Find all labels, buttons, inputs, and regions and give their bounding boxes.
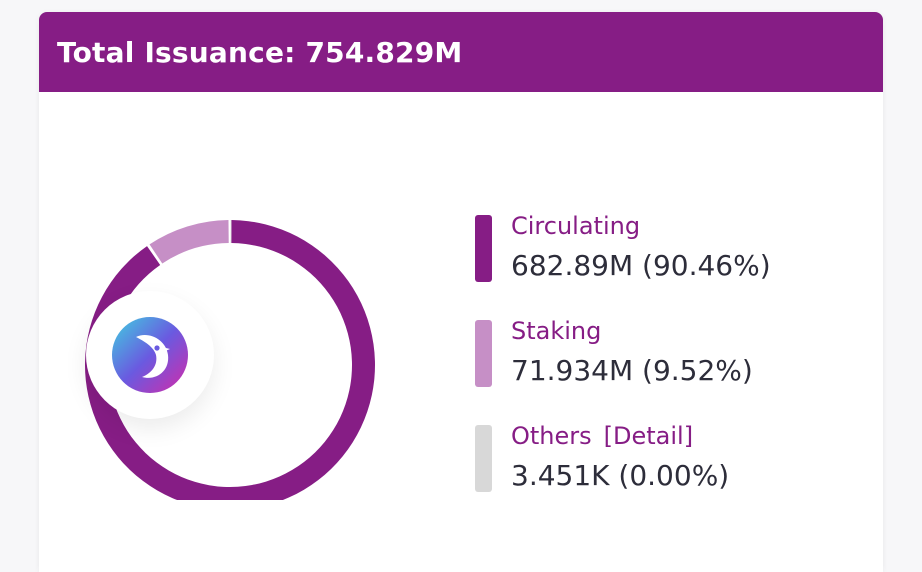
donut-slice-others[interactable] (230, 220, 232, 244)
legend-value-circulating: 682.89M (90.46%) (511, 249, 771, 282)
donut-chart (80, 200, 380, 500)
card-header: Total Issuance: 754.829M (39, 12, 883, 92)
legend-name-others: Others (511, 422, 592, 450)
page-title: Total Issuance: 754.829M (57, 35, 463, 69)
legend-label-circulating: Circulating (511, 212, 640, 240)
logo-disc (86, 291, 214, 419)
legend-value-staking: 71.934M (9.52%) (511, 354, 753, 387)
legend-value-others: 3.451K (0.00%) (511, 459, 730, 492)
legend-swatch-circulating (475, 215, 492, 282)
legend-name-circulating: Circulating (511, 212, 641, 240)
donut-slice-staking[interactable] (149, 220, 229, 264)
legend-swatch-staking (475, 320, 492, 387)
donut-chart-svg (85, 220, 375, 500)
legend-label-staking: Staking (511, 317, 601, 345)
legend-swatch-others (475, 425, 492, 492)
legend-label-others: Others [Detail] (511, 422, 693, 450)
legend-name-staking: Staking (511, 317, 602, 345)
bird-logo-icon (112, 317, 188, 393)
others-detail-link[interactable]: [Detail] (603, 422, 694, 450)
